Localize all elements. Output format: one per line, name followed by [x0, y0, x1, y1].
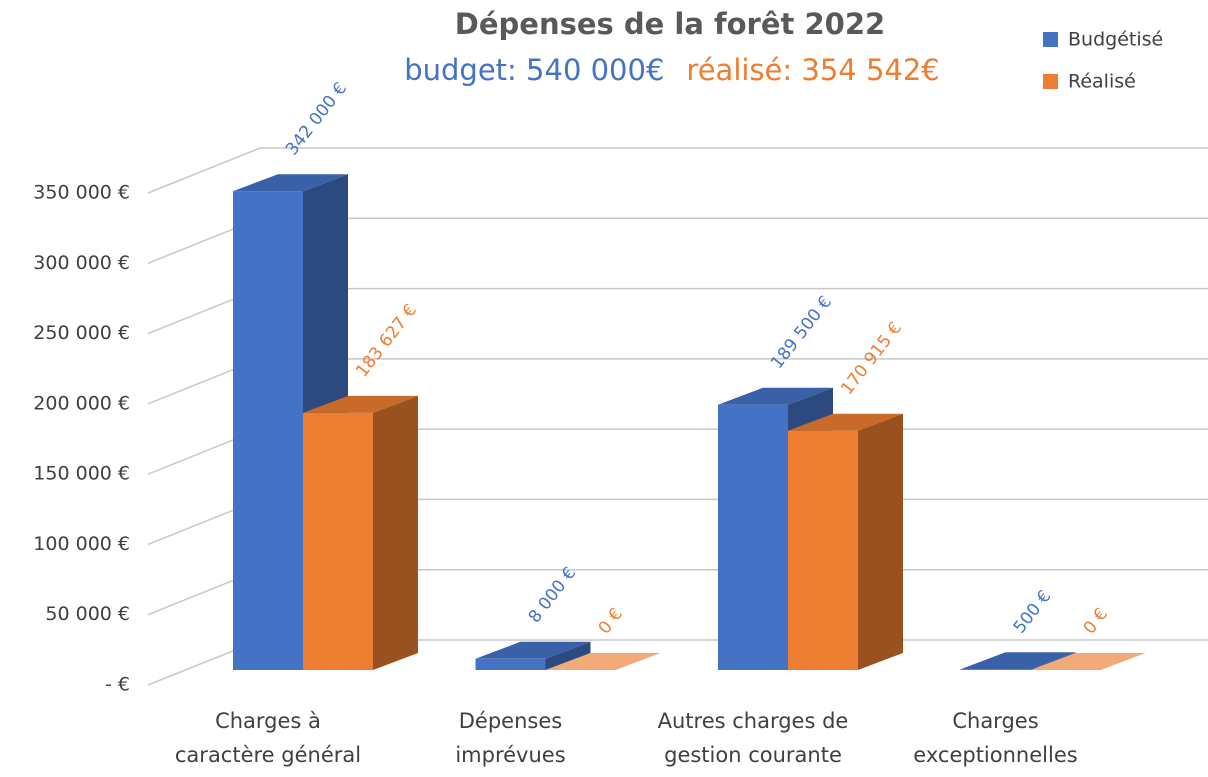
bar-top: [718, 387, 833, 405]
bar-top: [303, 395, 418, 413]
bar-front: [718, 404, 788, 670]
data-label: 0 €: [595, 605, 627, 639]
bar-top: [233, 174, 348, 192]
data-label: 500 €: [1010, 587, 1056, 638]
y-tick-label: - €: [105, 674, 130, 696]
legend-label: Budgétisé: [1068, 29, 1163, 51]
bar: [475, 641, 591, 670]
bar-front: [303, 412, 373, 670]
bar: [303, 395, 418, 670]
bar-front: [788, 430, 858, 670]
bar-front: [960, 669, 1031, 670]
y-tick-label: 200 000 €: [33, 392, 130, 414]
bar: [960, 652, 1076, 670]
bar-top: [788, 413, 903, 431]
bar: [545, 653, 661, 670]
bar-side: [545, 641, 591, 670]
y-tick-label: 100 000 €: [33, 533, 130, 555]
bar: [1030, 653, 1146, 670]
x-tick-label: Charges exceptionnelles: [913, 709, 1077, 767]
bar-side: [858, 413, 903, 670]
bar: [788, 413, 903, 670]
bar-top: [545, 653, 661, 670]
bar-top: [1030, 653, 1146, 670]
data-label: 8 000 €: [525, 564, 581, 627]
chart-subtitle: budget: 540 000€ réalisé: 354 542€: [404, 53, 940, 87]
y-tick-label: 300 000 €: [33, 252, 130, 274]
chart-title: Dépenses de la forêt 2022: [455, 7, 885, 41]
bar-front: [475, 658, 546, 670]
x-tick-label: Charges à caractère général: [175, 709, 361, 767]
bar-top: [960, 652, 1076, 670]
y-tick-label: 250 000 €: [33, 322, 130, 344]
legend-swatch: [1043, 74, 1058, 89]
y-tick-label: 350 000 €: [33, 182, 130, 204]
x-tick-label: Autres charges de gestion courante: [658, 709, 849, 767]
grid-line: [147, 147, 261, 194]
bar-top: [475, 641, 591, 659]
data-label: 0 €: [1080, 605, 1112, 639]
bar-side: [373, 395, 418, 670]
legend-label: Réalisé: [1068, 71, 1136, 93]
data-label: 189 500 €: [767, 292, 836, 373]
subtitle-part: budget: 540 000€: [404, 53, 664, 87]
x-tick-label: Dépenses imprévues: [455, 709, 565, 767]
y-tick-label: 150 000 €: [33, 463, 130, 485]
y-tick-label: 50 000 €: [45, 603, 130, 625]
subtitle-part: réalisé: 354 542€: [686, 53, 939, 87]
bar-front: [233, 191, 303, 670]
bar-side: [1030, 652, 1076, 670]
data-label: 183 627 €: [352, 301, 421, 382]
legend-swatch: [1043, 32, 1058, 47]
